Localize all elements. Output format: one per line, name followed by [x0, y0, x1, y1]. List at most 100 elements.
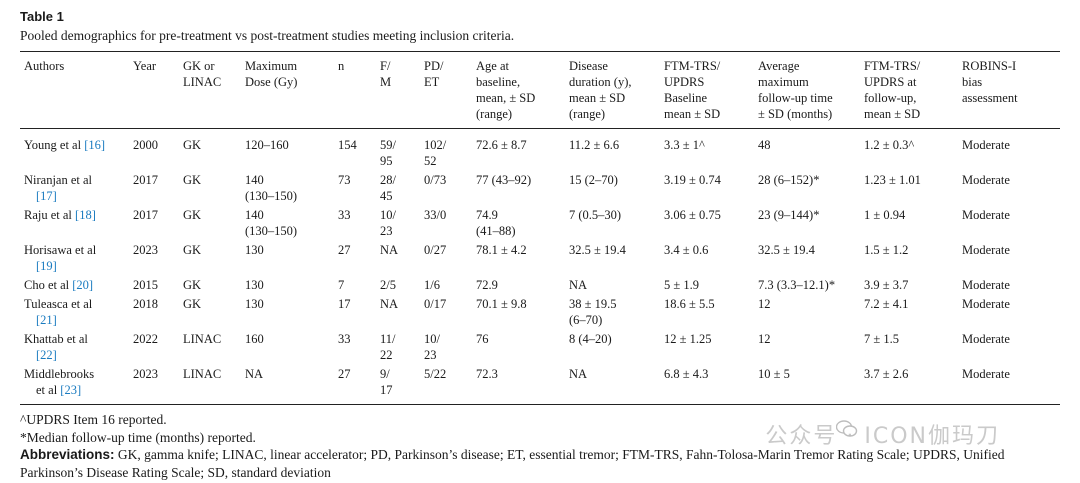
data-cell: 7.2 ± 4.1	[860, 294, 958, 329]
author-cell: Khattab et al [22]	[20, 329, 129, 364]
cell-text: NA	[380, 243, 399, 257]
data-cell: NA	[565, 364, 660, 404]
data-cell: Moderate	[958, 205, 1060, 240]
data-cell: 3.7 ± 2.6	[860, 364, 958, 404]
column-header-line: GK or	[183, 59, 215, 73]
cell-text: GK	[183, 173, 202, 187]
reference-link[interactable]: [23]	[60, 383, 82, 397]
column-header-line: mean ± SD	[569, 91, 626, 105]
table-header-row: Authors Year GK or LINAC Maximum Dose (Gy) n F/…	[20, 52, 1060, 129]
data-cell: 9/17	[376, 364, 420, 404]
column-header: PD/ET	[420, 52, 472, 129]
data-cell: 140 (130–150)	[241, 170, 334, 205]
cell-text: 140	[245, 173, 264, 187]
column-header-line: ET	[424, 75, 440, 89]
cell-text: 32.5 ± 19.4	[569, 243, 626, 257]
data-cell: 3.9 ± 3.7	[860, 275, 958, 294]
column-header: Average maximum follow-up time ± SD (months…	[754, 52, 860, 129]
cell-text: (6–70)	[569, 313, 603, 327]
data-cell: Moderate	[958, 294, 1060, 329]
cell-text: 3.9 ± 3.7	[864, 278, 909, 292]
column-header-line: (range)	[476, 107, 513, 121]
data-cell: Moderate	[958, 275, 1060, 294]
data-cell: 48	[754, 129, 860, 171]
column-header-line: F/	[380, 59, 391, 73]
data-cell: 12 ± 1.25	[660, 329, 754, 364]
data-cell: 102/52	[420, 129, 472, 171]
reference-link[interactable]: [17]	[36, 189, 57, 203]
data-cell: 3.19 ± 0.74	[660, 170, 754, 205]
data-cell: 2018	[129, 294, 179, 329]
author-name: Horisawa et al	[24, 243, 97, 257]
cell-text: 12	[758, 332, 771, 346]
footnote-caret: ^UPDRS Item 16 reported.	[20, 412, 167, 427]
data-cell: 7 (0.5–30)	[565, 205, 660, 240]
cell-text: Moderate	[962, 297, 1010, 311]
data-cell: Moderate	[958, 240, 1060, 275]
cell-text: 120–160	[245, 138, 289, 152]
cell-text: 32.5 ± 19.4	[758, 243, 815, 257]
watermark: 公众号 · ICON伽玛刀	[765, 424, 1000, 449]
reference-link[interactable]: [16]	[84, 138, 106, 152]
column-header-line: ± SD (months)	[758, 107, 833, 121]
author-cell: Niranjan et al [17]	[20, 170, 129, 205]
cell-text: 10/	[424, 332, 440, 346]
reference-link[interactable]: [21]	[36, 313, 57, 327]
table-caption: Pooled demographics for pre-treatment vs…	[20, 28, 515, 43]
data-cell: 27	[334, 240, 376, 275]
column-header-line: Baseline	[664, 91, 708, 105]
data-cell: 2000	[129, 129, 179, 171]
table-label: Table 1	[20, 9, 64, 24]
column-header: ROBINS-I bias assessment	[958, 52, 1060, 129]
cell-text: 2000	[133, 138, 158, 152]
cell-text: 3.3 ± 1^	[664, 138, 705, 152]
table-row: Khattab et al [22] 2022 LINAC 160 33 11/22 10/2…	[20, 329, 1060, 364]
author-name: Niranjan et al	[24, 173, 93, 187]
cell-text: GK	[183, 297, 202, 311]
reference-link[interactable]: [18]	[75, 208, 96, 222]
cell-text: 28/	[380, 173, 396, 187]
reference-link[interactable]: [20]	[72, 278, 94, 292]
cell-text: 0/17	[424, 297, 447, 311]
column-header-line: duration (y),	[569, 75, 632, 89]
cell-text: Moderate	[962, 208, 1010, 222]
data-cell: 11.2 ± 6.6	[565, 129, 660, 171]
table-row: Raju et al [18] 2017 GK 140 (130–150) 33 10/23…	[20, 205, 1060, 240]
cell-text: 72.3	[476, 367, 498, 381]
column-header-line: n	[338, 59, 345, 73]
data-cell: GK	[179, 240, 241, 275]
data-cell: 33	[334, 205, 376, 240]
data-cell: 78.1 ± 4.2	[472, 240, 565, 275]
column-header-line: baseline,	[476, 75, 521, 89]
cell-text: 23 (9–144)*	[758, 208, 820, 222]
reference-link[interactable]: [22]	[36, 348, 57, 362]
data-cell: NA	[565, 275, 660, 294]
cell-text: (41–88)	[476, 224, 516, 238]
author-cell: Cho et al [20]	[20, 275, 129, 294]
reference-link[interactable]: [19]	[36, 259, 57, 273]
cell-text: 59/	[380, 138, 396, 152]
data-cell: 18.6 ± 5.5	[660, 294, 754, 329]
cell-text: 12	[758, 297, 771, 311]
data-cell: 76	[472, 329, 565, 364]
data-cell: 120–160	[241, 129, 334, 171]
cell-text: 7 (0.5–30)	[569, 208, 622, 222]
column-header-line: Age at	[476, 59, 509, 73]
cell-text: (130–150)	[245, 224, 298, 238]
data-cell: 72.6 ± 8.7	[472, 129, 565, 171]
column-header-line: follow-up,	[864, 91, 917, 105]
data-cell: 5/22	[420, 364, 472, 404]
cell-text: Moderate	[962, 367, 1010, 381]
data-cell: 59/95	[376, 129, 420, 171]
author-name: Raju et al	[24, 208, 72, 222]
data-cell: NA	[241, 364, 334, 404]
data-cell: 77 (43–92)	[472, 170, 565, 205]
data-cell: 32.5 ± 19.4	[754, 240, 860, 275]
cell-text: GK	[183, 208, 202, 222]
column-header-line: ROBINS-I	[962, 59, 1017, 73]
table-notes: ^UPDRS Item 16 reported. *Median follow-…	[20, 411, 1060, 481]
cell-text: 23	[380, 224, 393, 238]
cell-text: NA	[245, 367, 264, 381]
author-cell: Young et al [16]	[20, 129, 129, 171]
data-cell: 3.3 ± 1^	[660, 129, 754, 171]
